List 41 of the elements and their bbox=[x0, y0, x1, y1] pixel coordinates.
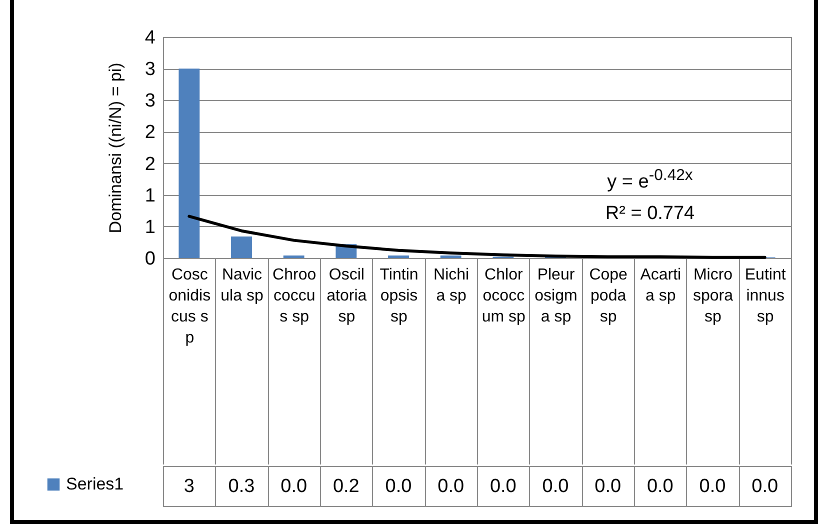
y-tick-label: 1 bbox=[144, 185, 156, 206]
data-label: 0.0 bbox=[646, 476, 674, 497]
x-tick-label: Acartia sp bbox=[640, 266, 682, 304]
data-label: 3 bbox=[184, 476, 194, 497]
x-tick-label: Microspora sp bbox=[692, 266, 734, 326]
x-tick-label: Pleurosigma sp bbox=[534, 266, 578, 326]
x-tick-label: Copepoda sp bbox=[589, 266, 628, 326]
x-tick-label: Tintinopsis sp bbox=[380, 266, 418, 326]
bar bbox=[178, 68, 200, 258]
legend-label: Series1 bbox=[66, 474, 124, 494]
y-tick-label: 1 bbox=[144, 216, 156, 238]
x-tick-label: Nichia sp bbox=[434, 266, 470, 304]
x-tick-label: Oscilatoria sp bbox=[326, 266, 367, 326]
bar bbox=[388, 255, 409, 258]
y-tick-label: 3 bbox=[144, 59, 156, 80]
bar bbox=[440, 255, 462, 258]
x-tick-label: Chroococcus sp bbox=[272, 266, 316, 326]
y-tick-label: 2 bbox=[144, 122, 156, 144]
data-label: 0.0 bbox=[699, 476, 726, 497]
data-label: 0.2 bbox=[332, 476, 360, 497]
annotation: R² = 0.774 bbox=[604, 202, 696, 226]
data-label: 0.0 bbox=[438, 476, 464, 497]
y-tick-label: 0 bbox=[144, 248, 156, 270]
y-tick-label: 4 bbox=[144, 28, 156, 48]
bar bbox=[231, 236, 252, 258]
data-label: 0.0 bbox=[594, 476, 622, 497]
x-tick-label: Navicula sp bbox=[220, 266, 264, 304]
x-tick-label: Cosconidiscus sp bbox=[168, 266, 211, 346]
y-axis-title: Dominansi ((ni/N) = pi) bbox=[106, 62, 125, 234]
data-label: 0.0 bbox=[542, 476, 569, 497]
y-tick-label: 3 bbox=[144, 90, 156, 112]
y-tick-label: 2 bbox=[144, 154, 156, 175]
bar bbox=[283, 255, 304, 258]
annotation: y = e$^{-0.42x}$ bbox=[606, 166, 694, 194]
data-label: 0.0 bbox=[490, 476, 516, 497]
x-tick-label: Chlorococcum sp bbox=[482, 266, 526, 326]
data-label: 0.3 bbox=[228, 476, 255, 497]
x-tick-label: Eutintinnus sp bbox=[744, 266, 786, 326]
data-label: 0.0 bbox=[280, 476, 308, 497]
data-label: 0.0 bbox=[752, 476, 778, 497]
data-label: 0.0 bbox=[385, 476, 412, 497]
